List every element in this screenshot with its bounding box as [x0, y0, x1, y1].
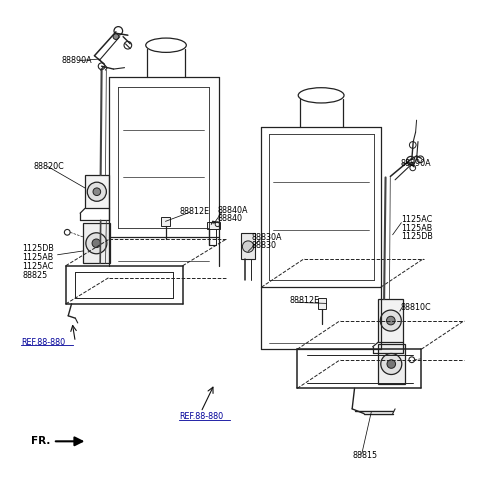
Circle shape — [409, 357, 415, 363]
Circle shape — [242, 241, 254, 252]
Text: 88840: 88840 — [217, 215, 242, 224]
Text: 88840A: 88840A — [217, 206, 248, 215]
Circle shape — [380, 310, 401, 331]
Bar — [378, 299, 403, 342]
Bar — [161, 217, 170, 226]
Bar — [84, 223, 110, 263]
Bar — [241, 233, 255, 259]
Circle shape — [386, 316, 395, 325]
Text: 88820C: 88820C — [34, 162, 65, 171]
Text: 1125AB: 1125AB — [23, 252, 54, 261]
Text: 88825: 88825 — [23, 271, 48, 280]
Text: REF.88-880: REF.88-880 — [179, 412, 223, 421]
Text: 1125AC: 1125AC — [401, 215, 432, 224]
Text: 1125DB: 1125DB — [401, 232, 432, 241]
Circle shape — [387, 360, 396, 369]
Circle shape — [92, 239, 101, 248]
Circle shape — [86, 233, 107, 254]
Text: 88810C: 88810C — [401, 303, 432, 312]
Text: 1125AB: 1125AB — [401, 224, 432, 233]
Text: 88812E: 88812E — [289, 295, 320, 305]
Bar — [378, 345, 405, 383]
Text: 1125DB: 1125DB — [23, 244, 54, 252]
Text: 88830: 88830 — [252, 241, 277, 249]
Bar — [206, 222, 220, 229]
Circle shape — [113, 34, 119, 39]
Text: 88890A: 88890A — [62, 55, 93, 65]
Text: 1125AC: 1125AC — [23, 261, 54, 271]
Text: REF.88-880: REF.88-880 — [22, 338, 66, 347]
Text: 88830A: 88830A — [252, 233, 282, 242]
Text: 88890A: 88890A — [401, 158, 432, 168]
Circle shape — [381, 354, 402, 374]
Text: FR.: FR. — [31, 436, 50, 446]
Bar — [318, 298, 326, 309]
Bar — [85, 175, 109, 209]
Circle shape — [64, 230, 70, 235]
Text: 88812E: 88812E — [180, 207, 210, 216]
Circle shape — [93, 188, 101, 196]
Circle shape — [87, 182, 107, 201]
Text: 88815: 88815 — [352, 451, 377, 460]
